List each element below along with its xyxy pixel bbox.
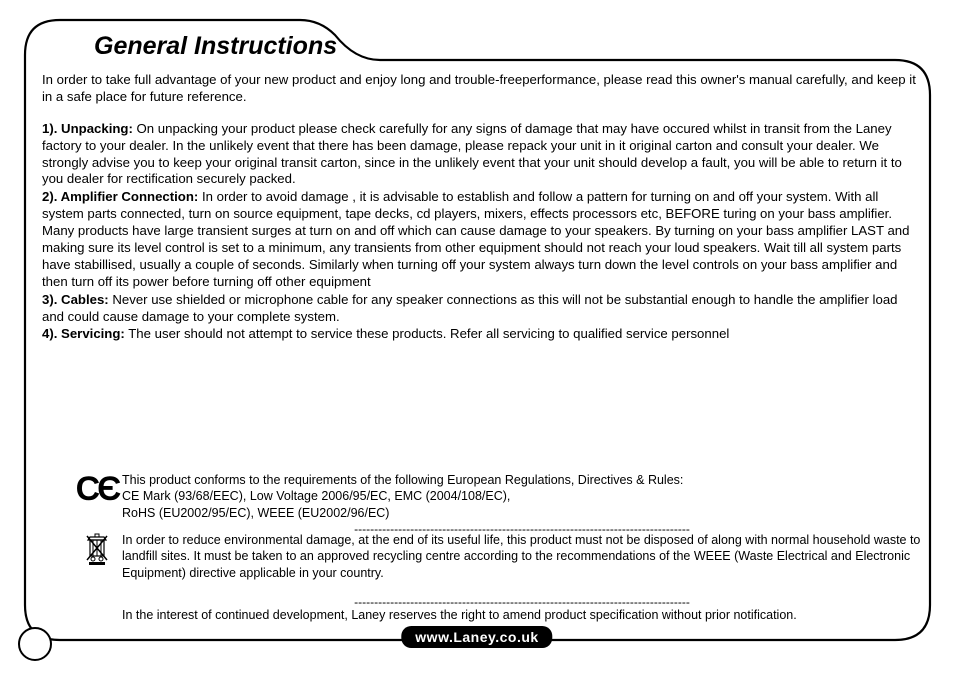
ce-mark-icon: CЄ [72, 472, 122, 506]
footer-url: www.Laney.co.uk [401, 626, 552, 648]
ce-line: CE Mark (93/68/EEC), Low Voltage 2006/95… [122, 489, 510, 503]
weee-text: In order to reduce environmental damage,… [122, 532, 932, 581]
instruction-item: 1). Unpacking: On unpacking your product… [42, 121, 918, 189]
amendment-notice: In the interest of continued development… [122, 607, 932, 623]
instruction-label: 3). Cables: [42, 292, 109, 307]
weee-row: In order to reduce environmental damage,… [72, 532, 932, 581]
instruction-item: 2). Amplifier Connection: In order to av… [42, 189, 918, 290]
instruction-text: The user should not attempt to service t… [125, 326, 730, 341]
weee-bin-icon [72, 532, 122, 571]
ce-line: RoHS (EU2002/95/EC), WEEE (EU2002/96/EC) [122, 506, 389, 520]
ce-compliance-row: CЄ This product conforms to the requirem… [72, 472, 932, 521]
manual-page: General Instructions In order to take fu… [0, 0, 954, 675]
instruction-label: 1). Unpacking: [42, 121, 133, 136]
body-content: In order to take full advantage of your … [42, 72, 918, 344]
page-title: General Instructions [94, 32, 337, 61]
instruction-item: 3). Cables: Never use shielded or microp… [42, 292, 918, 326]
instruction-item: 4). Servicing: The user should not attem… [42, 326, 918, 343]
amendment-text: In the interest of continued development… [122, 607, 932, 623]
instruction-list: 1). Unpacking: On unpacking your product… [42, 121, 918, 344]
corner-circle-icon [18, 627, 52, 661]
instruction-text: On unpacking your product please check c… [42, 121, 902, 187]
instruction-text: Never use shielded or microphone cable f… [42, 292, 898, 324]
instruction-label: 4). Servicing: [42, 326, 125, 341]
intro-paragraph: In order to take full advantage of your … [42, 72, 918, 106]
ce-line: This product conforms to the requirement… [122, 473, 683, 487]
instruction-label: 2). Amplifier Connection: [42, 189, 198, 204]
ce-text: This product conforms to the requirement… [122, 472, 932, 521]
